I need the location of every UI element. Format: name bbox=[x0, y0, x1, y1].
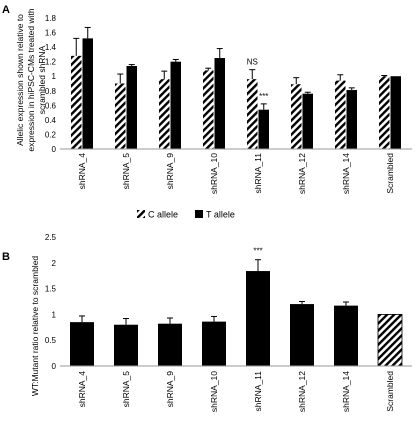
bar-c-allele-shrna-10 bbox=[203, 70, 214, 149]
panel-a-ytick-label: 0 bbox=[52, 145, 57, 154]
panel-a-ylabel-line-2: expression in hiPSC-CMs treated with bbox=[26, 8, 36, 151]
annotation-shrna-11-c-allele: NS bbox=[247, 58, 258, 67]
panel-a-category-label-shrna-9: shRNA_9 bbox=[165, 153, 175, 190]
panel-b-ytick-label: 0 bbox=[52, 362, 57, 371]
panel-a-ytick-label: 0.8 bbox=[45, 87, 57, 96]
panel-b-ytick-label: 2.5 bbox=[45, 233, 57, 242]
panel-a-category-label-shrna-4: shRNA_4 bbox=[77, 153, 87, 190]
panel-b-category-label-shrna-10: shRNA_10 bbox=[209, 371, 219, 412]
bar-t-allele-shrna-4 bbox=[82, 38, 93, 149]
panel-b-ytick-label: 2 bbox=[52, 259, 57, 268]
panel-b-ylabel: WT:Mutant ratio relative to scrambled bbox=[30, 256, 40, 397]
bar-shrna-9 bbox=[158, 323, 182, 366]
panel-b-x-axis: shRNA_4 shRNA_5 shRNA_9 shRNA_10 shRNA_11 shR… bbox=[77, 371, 395, 412]
panel-a-ylabel-line-1: Allelic expression shown relative to bbox=[15, 14, 25, 146]
panel-a-category-label-shrna-11: shRNA_11 bbox=[253, 153, 263, 194]
panel-a-ytick-label: 1 bbox=[52, 72, 57, 81]
panel-a-category-label-shrna-12: shRNA_12 bbox=[297, 153, 307, 194]
panel-a-category-label-scrambled: Scrambled bbox=[385, 153, 395, 194]
panel-b-category-label-scrambled: Scrambled bbox=[385, 371, 395, 412]
panel-a-ylabel: Allelic expression shown relative to exp… bbox=[15, 8, 47, 151]
panel-a-ytick-label: 0.6 bbox=[45, 101, 57, 110]
legend-label-t-allele: T allele bbox=[206, 210, 235, 220]
bar-c-allele-shrna-5 bbox=[115, 83, 126, 149]
panel-a-ytick-label: 1.4 bbox=[45, 43, 57, 52]
bar-t-allele-scrambled bbox=[390, 76, 401, 149]
bar-shrna-10 bbox=[202, 321, 226, 366]
panel-b-category-label-shrna-4: shRNA_4 bbox=[77, 371, 87, 408]
bar-shrna-11 bbox=[246, 271, 270, 366]
bar-shrna-12 bbox=[290, 304, 314, 366]
bar-c-allele-shrna-4 bbox=[71, 55, 82, 149]
bar-shrna-5 bbox=[114, 324, 138, 366]
panel-a-ytick-label: 1.6 bbox=[45, 29, 57, 38]
legend-swatch-c-allele bbox=[137, 210, 145, 218]
panel-b-category-label-shrna-9: shRNA_9 bbox=[165, 371, 175, 408]
panel-a-legend: C allele T allele bbox=[137, 210, 235, 220]
panel-a-ytick-label: 1.2 bbox=[45, 58, 57, 67]
bar-t-allele-shrna-11 bbox=[258, 109, 269, 149]
panel-a-letter: A bbox=[2, 4, 10, 16]
bar-t-allele-shrna-14 bbox=[346, 90, 357, 149]
panel-b-ytick-label: 1 bbox=[52, 310, 57, 319]
panel-a-category-label-shrna-5: shRNA_5 bbox=[121, 153, 131, 190]
bar-c-allele-shrna-12 bbox=[291, 84, 302, 149]
bar-t-allele-shrna-12 bbox=[302, 93, 313, 149]
panel-a-ytick-label: 1.8 bbox=[45, 14, 57, 23]
bar-c-allele-shrna-14 bbox=[335, 80, 346, 149]
panel-b-letter: B bbox=[2, 251, 10, 263]
legend-swatch-t-allele bbox=[195, 210, 203, 218]
panel-a-ytick-label: 0.4 bbox=[45, 116, 57, 125]
annotation-shrna-11-t-allele: *** bbox=[259, 92, 268, 101]
bar-t-allele-shrna-9 bbox=[170, 61, 181, 149]
panel-b-category-label-shrna-12: shRNA_12 bbox=[297, 371, 307, 412]
panel-b-ytick-label: 1.5 bbox=[45, 285, 57, 294]
panel-b-ytick-label: 0.5 bbox=[45, 336, 57, 345]
bar-c-allele-scrambled bbox=[379, 76, 390, 149]
bar-t-allele-shrna-10 bbox=[214, 58, 225, 149]
bar-c-allele-shrna-9 bbox=[159, 79, 170, 149]
panel-a-ytick-label: 0.2 bbox=[45, 130, 57, 139]
panel-a-x-axis: shRNA_4 shRNA_5 shRNA_9 shRNA_10 shRNA_11 shR… bbox=[77, 153, 395, 194]
annotation-shrna-11: *** bbox=[253, 247, 262, 256]
panel-a-ylabel-line-3: scrambled shRNA bbox=[37, 45, 47, 114]
panel-a-y-axis: 0 0.2 0.4 0.6 0.8 1 1.2 1.4 1.6 1.8 bbox=[45, 14, 57, 154]
bar-shrna-4 bbox=[70, 322, 94, 366]
legend-label-c-allele: C allele bbox=[148, 210, 178, 220]
bar-c-allele-shrna-11 bbox=[247, 79, 258, 149]
panel-a-bars: NS *** bbox=[71, 26, 401, 149]
panel-a-category-label-shrna-14: shRNA_14 bbox=[341, 153, 351, 194]
panel-a: A Allelic expression shown relative to e… bbox=[2, 4, 412, 220]
panel-a-category-label-shrna-10: shRNA_10 bbox=[209, 153, 219, 194]
bar-scrambled bbox=[377, 313, 403, 367]
panel-b-category-label-shrna-5: shRNA_5 bbox=[121, 371, 131, 408]
panel-b-bars: *** bbox=[70, 247, 403, 367]
panel-b-y-axis: 0 0.5 1 1.5 2 2.5 bbox=[45, 233, 57, 371]
bar-t-allele-shrna-5 bbox=[126, 66, 137, 149]
panel-b-category-label-shrna-11: shRNA_11 bbox=[253, 371, 263, 412]
bar-shrna-14 bbox=[334, 305, 358, 366]
panel-b-category-label-shrna-14: shRNA_14 bbox=[341, 371, 351, 412]
panel-b: B WT:Mutant ratio relative to scrambled … bbox=[2, 233, 412, 412]
